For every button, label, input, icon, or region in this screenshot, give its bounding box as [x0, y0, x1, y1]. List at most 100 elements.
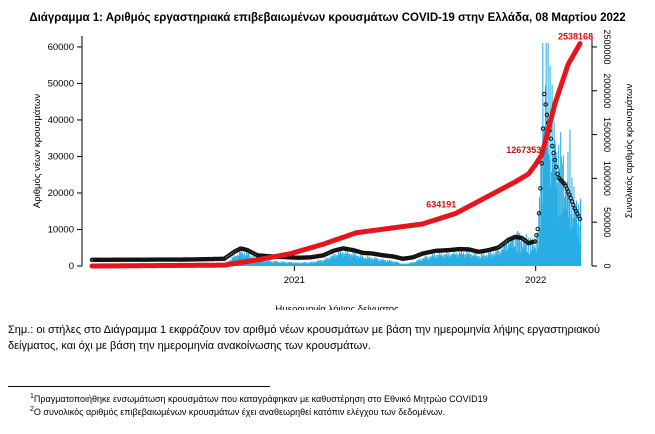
daily-case-bar	[452, 254, 454, 266]
daily-case-bar	[271, 261, 273, 266]
daily-case-bar	[261, 259, 263, 266]
daily-case-bar	[355, 257, 357, 266]
daily-case-bar	[339, 250, 342, 266]
daily-case-bar	[406, 263, 408, 266]
daily-case-bar	[495, 249, 497, 266]
daily-case-bar	[519, 252, 521, 266]
daily-case-bar	[568, 217, 570, 266]
daily-case-bar	[357, 255, 359, 266]
daily-case-bar	[507, 241, 509, 266]
daily-case-bar	[246, 251, 248, 266]
daily-case-bar	[337, 257, 339, 266]
daily-case-bar	[419, 258, 421, 266]
daily-case-bar	[396, 261, 398, 266]
daily-case-bar	[423, 259, 425, 266]
daily-case-bar	[389, 261, 391, 266]
daily-case-bar	[477, 256, 479, 266]
daily-case-bar	[335, 258, 337, 266]
daily-case-bar	[367, 258, 369, 266]
left-tick-label: 20000	[48, 188, 74, 199]
daily-case-bar	[269, 261, 271, 266]
daily-case-bar	[511, 239, 513, 266]
daily-case-bar	[539, 197, 541, 266]
daily-case-bar	[454, 254, 456, 266]
daily-case-bar	[268, 261, 270, 266]
daily-case-bar	[431, 253, 433, 266]
daily-case-bar	[572, 217, 574, 266]
daily-case-bar	[533, 247, 535, 266]
daily-case-bar	[540, 159, 543, 266]
daily-case-bar	[324, 259, 326, 266]
daily-case-bar	[529, 237, 531, 266]
daily-case-bar	[347, 255, 349, 266]
daily-case-bar	[453, 250, 455, 266]
daily-case-bar	[468, 250, 470, 266]
daily-case-bar	[556, 182, 558, 266]
daily-case-bar	[451, 252, 453, 266]
daily-case-bar	[257, 262, 260, 266]
chart-title: Διάγραμμα 1: Αριθμός εργαστηριακά επιβεβ…	[29, 12, 626, 24]
daily-case-bar	[517, 230, 519, 266]
daily-case-bar	[416, 260, 418, 266]
daily-case-bar	[393, 262, 395, 266]
daily-case-bar	[421, 261, 424, 266]
daily-case-bar	[359, 258, 361, 266]
moving-average-point	[534, 233, 539, 238]
daily-case-bar	[557, 217, 559, 266]
daily-case-bar	[512, 247, 514, 266]
daily-case-bar	[559, 216, 561, 266]
daily-case-bar	[376, 258, 378, 266]
daily-case-bar	[440, 256, 442, 266]
daily-case-bar	[519, 232, 521, 266]
daily-case-bar	[482, 255, 484, 266]
daily-case-bar	[279, 262, 281, 266]
daily-case-bar	[267, 260, 269, 266]
daily-case-bar	[577, 234, 579, 266]
daily-case-bar	[554, 139, 556, 266]
daily-case-bar	[390, 260, 392, 266]
daily-case-bar	[466, 254, 468, 266]
daily-case-bar	[333, 256, 335, 266]
daily-case-bar	[445, 254, 447, 266]
daily-case-bar	[396, 262, 398, 266]
daily-case-bar	[494, 254, 496, 266]
daily-case-bar	[345, 253, 347, 266]
daily-case-bar	[302, 263, 304, 266]
daily-case-bar	[314, 262, 316, 266]
daily-case-bar	[344, 256, 346, 266]
daily-case-bar	[564, 191, 566, 266]
daily-case-bar	[470, 253, 472, 266]
moving-average-point	[544, 112, 550, 118]
daily-case-bar	[375, 258, 377, 266]
daily-case-bar	[342, 257, 344, 266]
daily-case-bar	[364, 260, 366, 266]
daily-case-bar	[432, 255, 434, 266]
daily-case-bar	[549, 65, 551, 266]
left-tick-label: 50000	[48, 78, 74, 89]
daily-case-bar	[327, 257, 329, 266]
daily-case-bar	[522, 246, 524, 266]
moving-average-point	[548, 136, 554, 141]
daily-case-bar	[386, 260, 388, 266]
daily-case-bar	[353, 255, 355, 266]
right-tick-label: 1000000	[602, 161, 612, 196]
daily-case-bar	[314, 261, 316, 266]
daily-case-bar	[404, 264, 406, 266]
daily-case-bar	[427, 258, 429, 266]
daily-case-bar	[233, 254, 235, 266]
left-tick-label: 40000	[48, 115, 74, 126]
daily-case-bar	[400, 264, 402, 266]
daily-case-bar	[505, 244, 507, 266]
daily-case-bar	[355, 255, 357, 266]
daily-case-bar	[492, 257, 494, 266]
daily-case-bar	[332, 252, 334, 266]
daily-case-bar	[399, 263, 401, 266]
daily-case-bar	[328, 258, 330, 266]
daily-case-bar	[444, 254, 446, 266]
daily-case-bar	[449, 258, 451, 266]
daily-case-bar	[533, 249, 535, 266]
daily-case-bar	[403, 263, 405, 266]
daily-case-bar	[573, 186, 575, 266]
daily-case-bar	[338, 254, 340, 266]
moving-average-point	[538, 186, 543, 191]
